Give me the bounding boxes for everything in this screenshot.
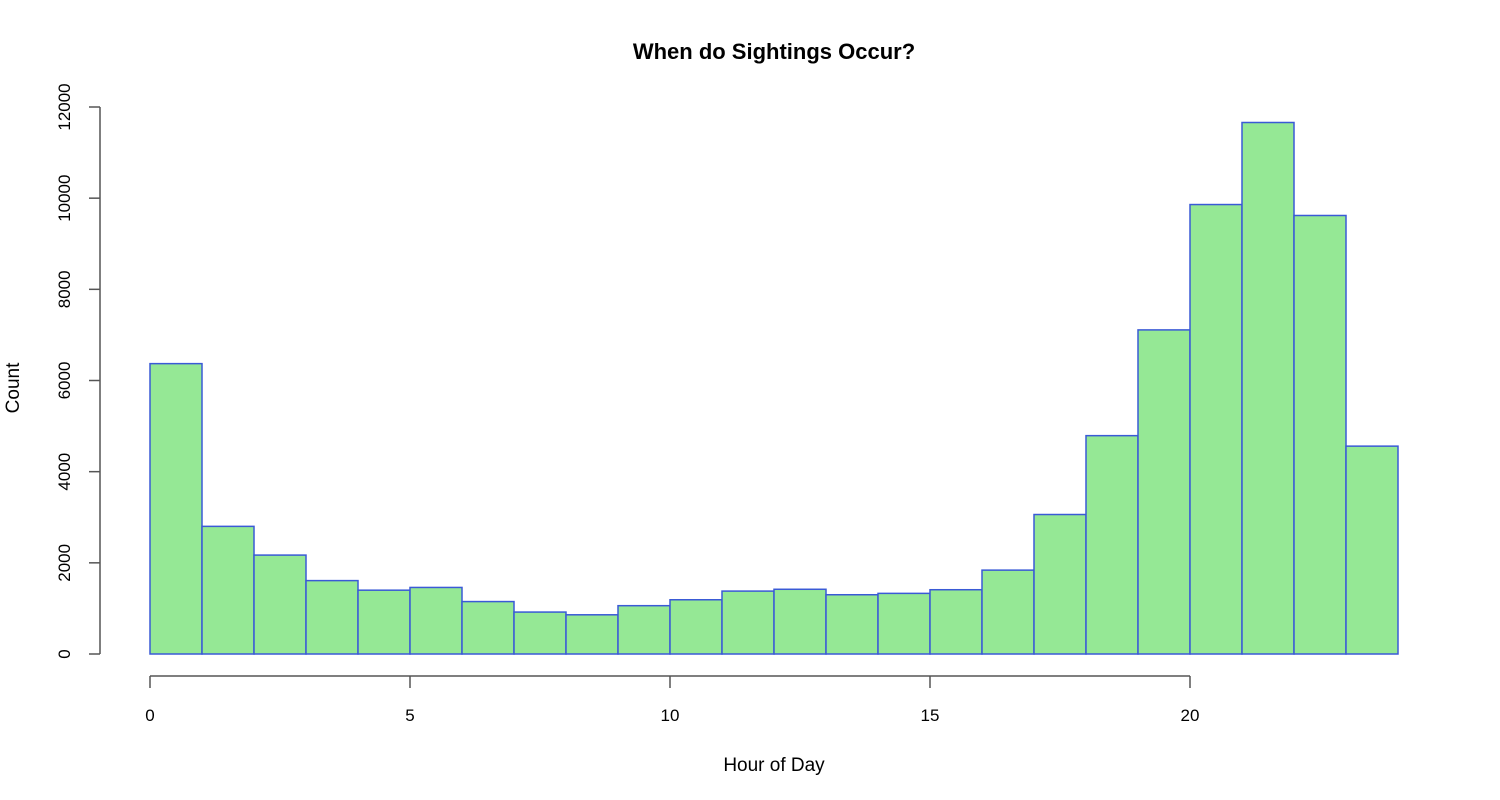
histogram-bar — [669, 599, 723, 655]
histogram-bar — [1033, 513, 1087, 655]
histogram-bar — [201, 525, 255, 655]
histogram-bar — [513, 611, 567, 655]
histogram-bar — [1085, 434, 1139, 655]
histogram-bar — [773, 588, 827, 655]
histogram-bar — [565, 614, 619, 655]
histogram-bar — [461, 600, 515, 655]
histogram-bar — [305, 579, 359, 655]
x-tick-label: 0 — [145, 706, 154, 725]
y-tick-label: 6000 — [55, 362, 74, 400]
x-axis-label: Hour of Day — [723, 755, 825, 776]
histogram-bar — [721, 590, 775, 655]
x-tick-label: 20 — [1181, 706, 1200, 725]
histogram-bar — [825, 593, 879, 655]
histogram-bar — [617, 604, 671, 655]
histogram-bar — [929, 588, 983, 655]
histogram-bar — [1241, 121, 1295, 655]
y-tick-label: 0 — [55, 649, 74, 658]
x-axis: 0 5 10 15 20 — [145, 675, 1200, 725]
bars-group — [149, 121, 1399, 655]
chart-title: When do Sightings Occur? — [633, 39, 915, 64]
x-tick-label: 5 — [405, 706, 414, 725]
y-tick-label: 2000 — [55, 544, 74, 582]
histogram-bar — [877, 592, 931, 655]
histogram-bar — [981, 569, 1035, 655]
x-tick-label: 15 — [921, 706, 940, 725]
histogram-bar — [149, 362, 203, 655]
y-tick-label: 10000 — [55, 175, 74, 222]
histogram-bar — [409, 586, 463, 655]
y-axis: 0 2000 4000 6000 8000 10000 12000 — [55, 83, 101, 659]
x-tick-label: 10 — [661, 706, 680, 725]
histogram-bar — [253, 554, 307, 655]
histogram-bar — [357, 589, 411, 655]
y-axis-label: Count — [3, 362, 24, 413]
histogram-bar — [1345, 445, 1399, 655]
y-tick-label: 4000 — [55, 453, 74, 491]
histogram-bar — [1137, 329, 1191, 655]
y-tick-label: 8000 — [55, 270, 74, 308]
histogram-bar — [1293, 214, 1347, 655]
histogram-bar — [1189, 203, 1243, 655]
y-tick-label: 12000 — [55, 83, 74, 130]
